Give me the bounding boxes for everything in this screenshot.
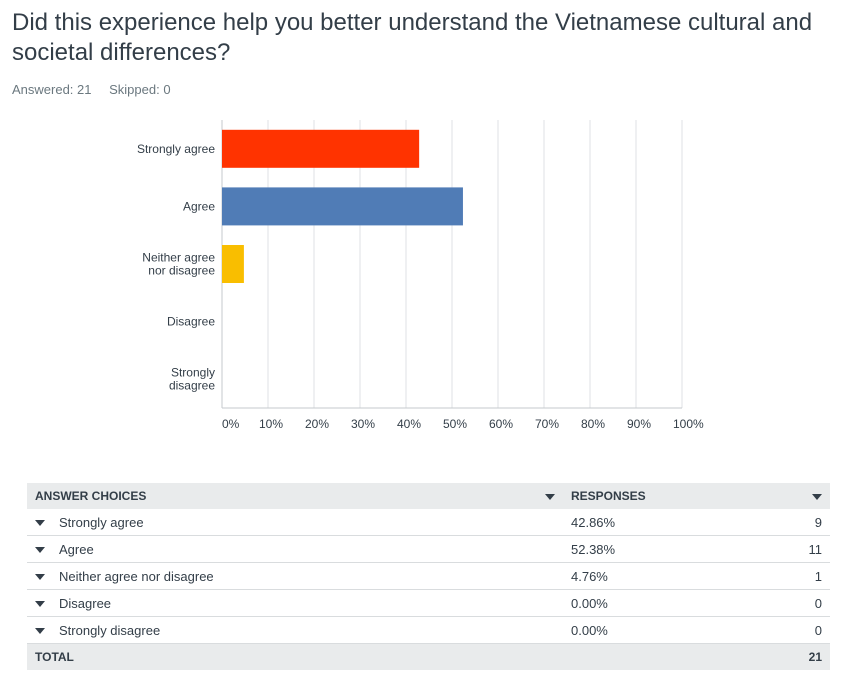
header-responses-label: RESPONSES [571, 489, 646, 503]
response-percent: 42.86% [563, 509, 739, 536]
answer-table: ANSWER CHOICES RESPONSES Strongly agree … [27, 483, 830, 670]
sort-icon[interactable] [812, 494, 822, 500]
total-row: TOTAL 21 [27, 643, 830, 670]
response-count: 0 [739, 616, 830, 644]
bar [222, 245, 244, 283]
bar [222, 129, 420, 168]
response-count: 1 [739, 562, 830, 590]
x-tick-label: 30% [351, 417, 375, 431]
answered-count: Answered: 21 [12, 82, 92, 97]
sort-icon[interactable] [545, 494, 555, 500]
header-responses[interactable]: RESPONSES [563, 483, 830, 509]
category-label: Disagree [167, 315, 215, 329]
header-answer-choices-label: ANSWER CHOICES [35, 489, 147, 503]
choice-label: Disagree [59, 595, 112, 611]
table-row: Disagree 0.00% 0 [27, 589, 830, 617]
total-spacer [563, 643, 739, 670]
x-tick-label: 40% [397, 417, 421, 431]
caret-down-icon[interactable] [35, 574, 45, 581]
total-label: TOTAL [27, 643, 563, 670]
response-percent: 0.00% [563, 589, 739, 617]
caret-down-icon[interactable] [35, 547, 45, 554]
x-tick-label: 20% [305, 417, 329, 431]
category-label: Strongly agree [137, 142, 215, 156]
choice-label: Neither agree nor disagree [59, 568, 214, 584]
category-label: Neither agree [142, 251, 215, 265]
response-percent: 0.00% [563, 616, 739, 644]
response-count: 11 [739, 535, 830, 563]
category-label: disagree [169, 379, 215, 393]
x-tick-label: 60% [489, 417, 513, 431]
header-answer-choices[interactable]: ANSWER CHOICES [27, 483, 563, 509]
bar [222, 187, 463, 226]
response-count: 9 [739, 509, 830, 536]
caret-down-icon[interactable] [35, 520, 45, 527]
category-label: nor disagree [148, 264, 215, 278]
x-tick-label: 90% [627, 417, 651, 431]
x-tick-label: 70% [535, 417, 559, 431]
table-row: Strongly disagree 0.00% 0 [27, 616, 830, 644]
category-label: Strongly [171, 366, 215, 380]
x-tick-label: 10% [259, 417, 283, 431]
response-percent: 52.38% [563, 535, 739, 563]
choice-label: Strongly agree [59, 514, 144, 530]
response-summary: Answered: 21 Skipped: 0 [12, 82, 185, 97]
x-tick-label: 0% [222, 417, 240, 431]
x-tick-label: 50% [443, 417, 467, 431]
choice-label: Agree [59, 541, 94, 557]
question-title: Did this experience help you better unde… [12, 9, 813, 66]
x-tick-label: 100% [673, 417, 704, 431]
table-row: Agree 52.38% 11 [27, 535, 830, 563]
table-header-row: ANSWER CHOICES RESPONSES [27, 483, 830, 509]
table-row: Neither agree nor disagree 4.76% 1 [27, 562, 830, 590]
response-count: 0 [739, 589, 830, 617]
caret-down-icon[interactable] [35, 601, 45, 608]
response-percent: 4.76% [563, 562, 739, 590]
x-tick-label: 80% [581, 417, 605, 431]
skipped-count: Skipped: 0 [109, 82, 171, 97]
total-count: 21 [739, 643, 830, 670]
caret-down-icon[interactable] [35, 628, 45, 635]
category-label: Agree [183, 199, 215, 213]
choice-label: Strongly disagree [59, 622, 161, 638]
table-row: Strongly agree 42.86% 9 [27, 509, 830, 536]
bar-chart: 0% 10% 20% 30% 40% 50% 60% 70% 80% 90% 100% Strongl… [137, 120, 704, 431]
